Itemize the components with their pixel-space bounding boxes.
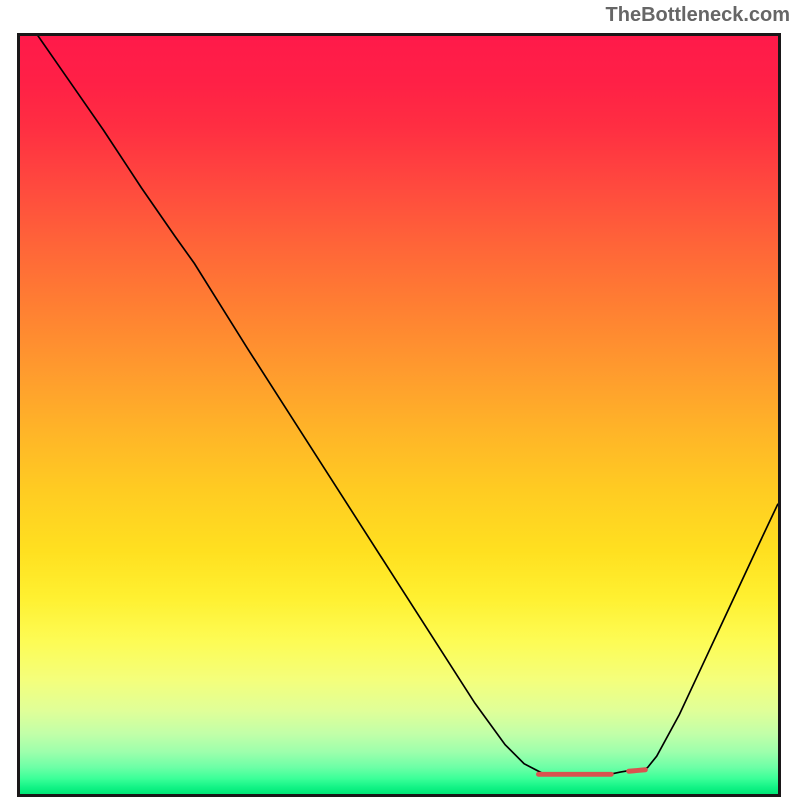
- attribution-text: TheBottleneck.com: [606, 4, 790, 27]
- curve-layer: [20, 36, 778, 794]
- bottleneck-curve: [28, 36, 778, 775]
- plot-area: [17, 33, 781, 797]
- valley-markers: [538, 770, 645, 775]
